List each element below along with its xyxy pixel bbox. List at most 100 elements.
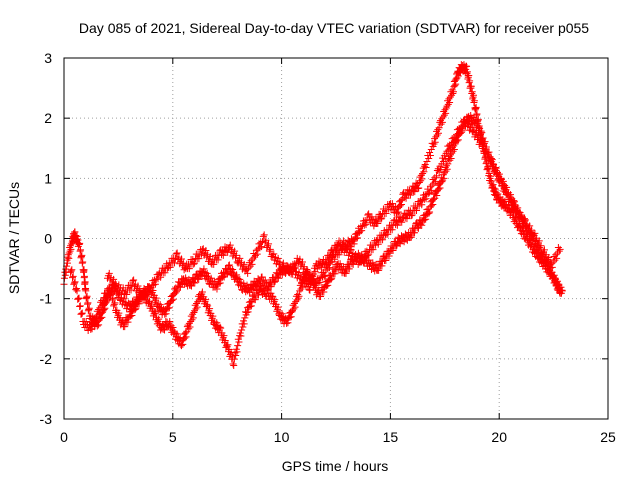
data-point [292, 298, 300, 306]
data-point [236, 275, 244, 283]
data-point [225, 244, 233, 252]
data-point [265, 247, 273, 255]
data-point [401, 189, 409, 197]
data-point [374, 219, 382, 227]
data-point [151, 308, 159, 316]
data-point [193, 299, 201, 307]
data-point [413, 224, 421, 232]
data-point [316, 278, 324, 286]
data-point [266, 245, 274, 253]
data-point [470, 97, 478, 105]
data-point [172, 288, 180, 296]
data-point [545, 253, 553, 261]
data-point [202, 296, 210, 304]
data-point [527, 226, 535, 234]
data-point [76, 239, 84, 247]
data-point [510, 197, 518, 205]
data-point [68, 274, 76, 282]
data-point [110, 302, 118, 310]
data-point [416, 221, 424, 229]
data-point [434, 129, 442, 137]
data-point [77, 246, 85, 254]
y-tick-label: 2 [44, 110, 52, 126]
data-point [240, 260, 248, 268]
data-point [488, 162, 496, 170]
data-point [150, 281, 158, 289]
data-point [382, 256, 390, 264]
data-point [468, 88, 476, 96]
data-point [195, 255, 203, 263]
data-point [287, 313, 295, 321]
data-point [336, 260, 344, 268]
data-point [555, 247, 563, 255]
data-point [421, 160, 429, 168]
data-point [314, 279, 322, 287]
data-point [216, 323, 224, 331]
data-point [360, 253, 368, 261]
data-point [468, 127, 476, 135]
data-point [95, 309, 103, 317]
data-point [407, 212, 415, 220]
data-point [356, 259, 364, 267]
data-point [246, 289, 254, 297]
data-point [472, 103, 480, 111]
data-point [411, 229, 419, 237]
data-point [428, 139, 436, 147]
data-point [350, 240, 358, 248]
data-point [195, 296, 203, 304]
series-track-c [104, 115, 564, 301]
data-point [348, 260, 356, 268]
data-point [359, 253, 367, 261]
data-point [429, 195, 437, 203]
data-point [294, 290, 302, 298]
data-point [463, 116, 471, 124]
data-point [388, 200, 396, 208]
data-point [374, 240, 382, 248]
data-point [105, 285, 113, 293]
data-point [492, 164, 500, 172]
data-point [358, 258, 366, 266]
data-point [397, 197, 405, 205]
data-point [437, 120, 445, 128]
data-point [491, 185, 499, 193]
data-point [134, 282, 142, 290]
data-point [394, 208, 402, 216]
data-point [365, 210, 373, 218]
data-point [251, 296, 259, 304]
data-point [388, 226, 396, 234]
data-point [473, 110, 481, 118]
x-axis-label: GPS time / hours [282, 458, 389, 474]
data-point [396, 202, 404, 210]
data-point [403, 215, 411, 223]
data-point [185, 325, 193, 333]
y-tick-label: -3 [40, 411, 53, 427]
data-point [447, 154, 455, 162]
data-point [78, 310, 86, 318]
data-point [342, 269, 350, 277]
y-axis-label: SDTVAR / TECUs [6, 182, 22, 294]
data-point [80, 266, 88, 274]
data-point [379, 236, 387, 244]
data-point [224, 248, 232, 256]
data-points [60, 61, 566, 369]
data-point [240, 320, 248, 328]
data-point [215, 280, 223, 288]
data-point [378, 262, 386, 270]
data-point [189, 278, 197, 286]
data-point [294, 294, 302, 302]
data-point [550, 271, 558, 279]
data-point [99, 300, 107, 308]
data-point [230, 361, 238, 369]
data-point [176, 283, 184, 291]
data-point [418, 175, 426, 183]
data-point [283, 319, 291, 327]
data-point [229, 360, 237, 368]
data-point [426, 188, 434, 196]
data-point [415, 179, 423, 187]
data-point [78, 251, 86, 259]
data-point [220, 332, 228, 340]
data-point [288, 307, 296, 315]
data-point [384, 230, 392, 238]
x-tick-label: 10 [274, 429, 290, 445]
